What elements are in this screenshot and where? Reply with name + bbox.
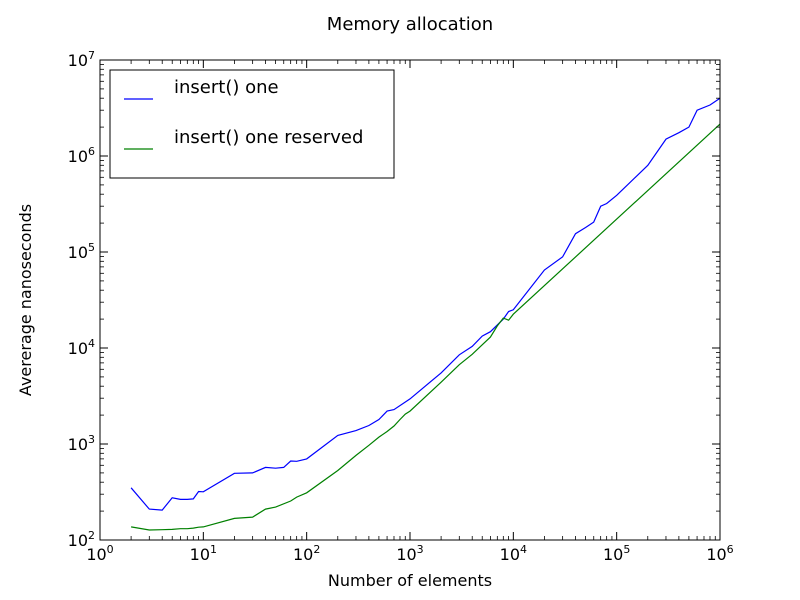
y-tick-label: 107 bbox=[68, 49, 95, 70]
legend-box bbox=[109, 69, 395, 179]
y-tick-label: 102 bbox=[68, 529, 95, 550]
y-axis-label: Avererage nanoseconds bbox=[16, 204, 35, 396]
legend-label-insert-one-reserved: insert() one reserved bbox=[174, 127, 363, 148]
y-tick-label: 106 bbox=[68, 145, 95, 166]
axis-ticks: 100 101 102 103 104 105 106 102 103 104 105 106 107 bbox=[68, 49, 734, 564]
legend-label-insert-one: insert() one bbox=[174, 77, 279, 98]
series-line-insert-one-reserved bbox=[130, 123, 721, 531]
x-tick-label: 106 bbox=[706, 543, 733, 564]
plot-area bbox=[130, 97, 721, 531]
chart-title: Memory allocation bbox=[327, 14, 493, 35]
x-axis-label: Number of elements bbox=[328, 571, 492, 590]
x-tick-label: 100 bbox=[86, 543, 113, 564]
y-tick-label: 103 bbox=[68, 433, 95, 454]
axes-frame bbox=[99, 59, 721, 541]
x-tick-label: 105 bbox=[603, 543, 630, 564]
y-tick-label: 104 bbox=[68, 337, 95, 358]
x-tick-label: 102 bbox=[293, 543, 320, 564]
series-line-insert-one bbox=[130, 97, 721, 511]
y-tick-label: 105 bbox=[68, 241, 95, 262]
x-tick-label: 103 bbox=[396, 543, 423, 564]
legend: insert() one insert() one reserved bbox=[109, 69, 395, 179]
x-tick-label: 104 bbox=[500, 543, 527, 564]
x-tick-label: 101 bbox=[190, 543, 217, 564]
